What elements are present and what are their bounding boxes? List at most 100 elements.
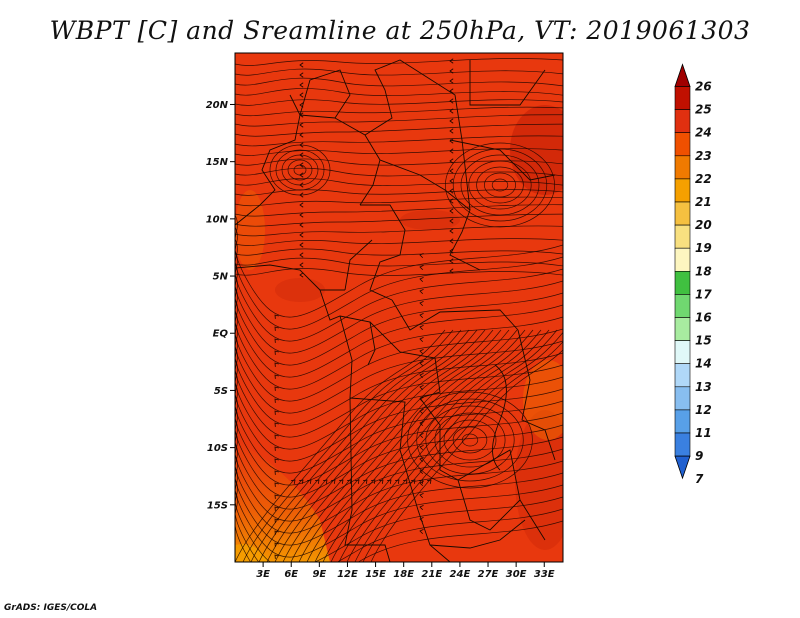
lon-tick-label: 9E bbox=[312, 569, 326, 580]
border-line bbox=[449, 139, 556, 181]
streamline-arrow bbox=[449, 138, 454, 144]
streamline bbox=[235, 178, 563, 186]
streamline-arrow bbox=[449, 198, 454, 204]
lon-tick-label: 30E bbox=[506, 569, 527, 580]
streamline bbox=[235, 248, 563, 256]
streamline-arrow bbox=[274, 338, 279, 343]
streamline bbox=[250, 329, 462, 562]
streamline-arrow bbox=[449, 188, 454, 194]
streamline-arrow bbox=[274, 506, 279, 511]
streamline-arrow bbox=[275, 579, 279, 583]
streamline-arrow bbox=[449, 68, 454, 74]
streamline-arrow bbox=[411, 479, 416, 484]
streamline-arrow bbox=[449, 218, 454, 224]
border-line bbox=[319, 289, 376, 366]
colorbar-segment bbox=[674, 155, 691, 180]
streamline bbox=[235, 77, 563, 87]
streamline-arrow bbox=[299, 272, 304, 278]
streamline-arrow bbox=[275, 591, 279, 595]
lat-tick-label: 5N bbox=[213, 272, 229, 283]
border-line bbox=[379, 159, 471, 211]
streamline-arrow bbox=[274, 470, 279, 475]
streamline-vortex bbox=[425, 405, 515, 475]
streamline-arrow bbox=[274, 542, 279, 547]
streamline-vortex bbox=[461, 433, 479, 447]
streamline bbox=[274, 329, 486, 562]
streamline-arrow bbox=[274, 422, 279, 427]
colorbar: 26 25 24 23 22 21 20 19 18 17 16 15 14 13 12 11 9 7 bbox=[674, 63, 712, 486]
streamline-arrow bbox=[299, 262, 304, 268]
streamline-arrow bbox=[307, 479, 312, 484]
streamline-arrow bbox=[299, 72, 304, 78]
streamline bbox=[235, 430, 563, 534]
streamline-arrow bbox=[449, 148, 454, 154]
streamline-arrow bbox=[419, 528, 424, 535]
streamline bbox=[235, 135, 563, 147]
streamline bbox=[235, 322, 563, 426]
streamline-arrow bbox=[299, 222, 304, 228]
streamline bbox=[235, 196, 563, 207]
streamline bbox=[235, 310, 563, 414]
colorbar-segment bbox=[674, 409, 691, 434]
streamline-vortex bbox=[443, 419, 497, 461]
border-line bbox=[517, 329, 556, 461]
streamline bbox=[235, 250, 563, 354]
colorbar-segment bbox=[674, 363, 691, 388]
streamline bbox=[290, 329, 502, 562]
colorbar-label: 16 bbox=[695, 311, 712, 325]
lon-tick-label: 27E bbox=[478, 569, 499, 580]
streamline-arrow bbox=[291, 479, 296, 484]
border-line bbox=[364, 59, 463, 141]
streamline bbox=[235, 106, 563, 117]
wbpt-field bbox=[235, 53, 563, 562]
streamline bbox=[235, 114, 563, 127]
streamline-arrow bbox=[299, 479, 304, 484]
streamline-vortex bbox=[476, 166, 524, 204]
grads-credit: GrADS: IGES/COLA bbox=[4, 603, 98, 613]
streamline-arrow bbox=[331, 479, 336, 484]
streamline-arrow bbox=[355, 479, 360, 484]
streamline-arrow bbox=[299, 62, 304, 68]
streamline bbox=[282, 329, 494, 562]
longitude-axis: 3E 6E 9E 12E 15E 18E 21E 24E 27E 30E 33E bbox=[256, 562, 555, 580]
streamline-arrow bbox=[449, 158, 454, 164]
streamline-arrow bbox=[419, 324, 424, 331]
streamline-arrow bbox=[419, 264, 424, 271]
streamline bbox=[235, 268, 563, 276]
lake-outline bbox=[492, 364, 507, 471]
streamline bbox=[235, 346, 563, 450]
colorbar-label: 12 bbox=[695, 403, 712, 417]
streamline-arrow bbox=[274, 482, 279, 487]
streamline-arrow bbox=[315, 479, 320, 484]
streamline-arrow bbox=[449, 208, 454, 214]
streamline-arrow bbox=[274, 362, 279, 367]
border-line bbox=[339, 315, 353, 399]
colorbar-label: 18 bbox=[695, 264, 712, 278]
colorbar-bottom-arrow bbox=[674, 455, 691, 480]
streamline bbox=[235, 204, 563, 217]
streamline bbox=[322, 329, 534, 562]
streamline-arrow bbox=[419, 312, 424, 319]
streamline-arrow bbox=[275, 567, 279, 571]
streamline-arrow bbox=[274, 446, 279, 451]
colorbar-label: 9 bbox=[695, 449, 703, 463]
colorbar-label: 7 bbox=[695, 472, 704, 486]
streamline-arrow bbox=[449, 228, 454, 234]
streamline-arrow bbox=[395, 479, 400, 484]
streamline-arrow bbox=[274, 458, 279, 463]
streamline-arrow bbox=[274, 386, 279, 391]
streamline-arrow bbox=[299, 232, 304, 238]
streamline-arrow bbox=[299, 92, 304, 98]
colorbar-segment bbox=[674, 109, 691, 133]
streamline bbox=[298, 329, 510, 562]
streamline-vortex bbox=[434, 412, 506, 468]
streamline bbox=[235, 454, 563, 558]
colorbar-segment bbox=[674, 317, 691, 341]
colorbar-segment bbox=[674, 432, 691, 457]
map-frame bbox=[234, 52, 564, 563]
border-line bbox=[344, 239, 373, 291]
streamline-arrow bbox=[449, 248, 454, 254]
border-line bbox=[369, 321, 441, 399]
colorbar-label: 25 bbox=[695, 103, 712, 117]
streamline bbox=[235, 286, 563, 390]
